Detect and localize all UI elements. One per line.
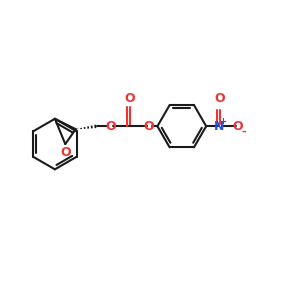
- Text: O: O: [233, 120, 243, 133]
- Text: O: O: [144, 120, 154, 133]
- Text: O: O: [214, 92, 225, 105]
- Text: N: N: [214, 120, 225, 133]
- Text: +: +: [219, 117, 226, 126]
- Text: O: O: [105, 120, 116, 133]
- Text: O: O: [124, 92, 135, 104]
- Text: -: -: [241, 127, 246, 136]
- Text: O: O: [60, 146, 70, 159]
